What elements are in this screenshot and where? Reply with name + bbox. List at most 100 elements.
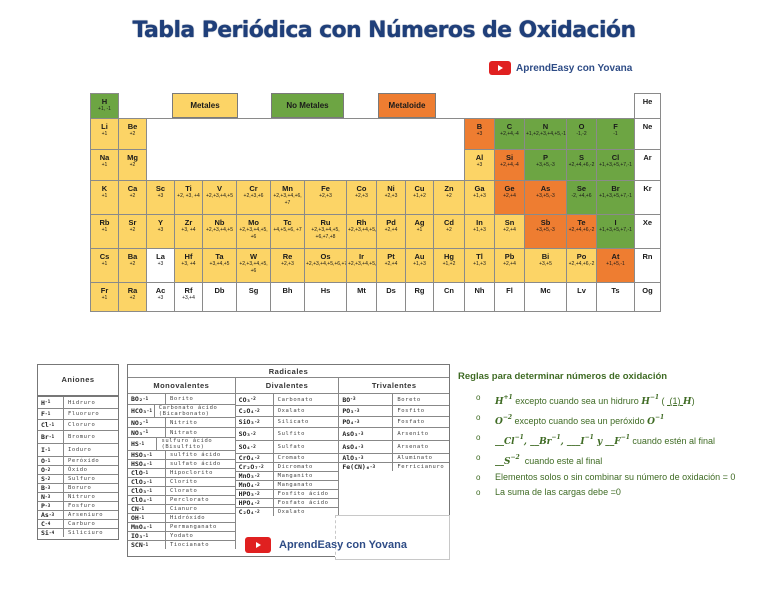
element-kr: Kr — [634, 180, 661, 215]
oxidation-states: +2,+3,+4,+6, +7 — [273, 193, 302, 206]
element-symbol: Ts — [611, 286, 620, 295]
name: Carburo — [68, 521, 96, 527]
element-li: Li +1 — [90, 118, 119, 150]
oxidation-states: +2,+4 — [384, 227, 398, 233]
rule-item: __Cl−1, __Br−1, ___I−1 y __F−1 cuando es… — [458, 431, 758, 449]
element-mo: Mo +2,+3,+4,+5, +6 — [236, 214, 271, 249]
element-rf: Rf +3,+4 — [174, 282, 203, 312]
element-symbol: Ga — [474, 184, 485, 193]
element-symbol: Kr — [643, 184, 652, 193]
table-row: SO₄ -2 Sulfato — [235, 440, 339, 453]
name: Carbonato — [277, 396, 313, 403]
oxidation-states: +2,+3,+6 — [243, 193, 264, 199]
brand-link-top[interactable]: AprendEasy con Yovana — [489, 61, 632, 75]
element-pd: Pd +2,+4 — [376, 214, 406, 249]
element-ra: Ra +2 — [118, 282, 147, 312]
element-symbol: La — [156, 252, 165, 261]
name: sulfito ácido — [170, 452, 221, 458]
name: Cloruro — [68, 422, 96, 428]
table-row: HSO₃ -1 sulfito ácido — [128, 450, 235, 459]
element-symbol: Ca — [127, 184, 138, 193]
element-bh: Bh — [270, 282, 305, 312]
element-symbol: P — [542, 153, 548, 162]
element-si: Si +2,+4,-4 — [494, 149, 525, 181]
formula: NO₃ -1 — [128, 428, 166, 437]
element-symbol: Mg — [127, 153, 138, 162]
name: Fosfato ácido — [277, 500, 329, 506]
name: Nitrato — [170, 429, 198, 436]
element-symbol: Sn — [504, 218, 515, 227]
formula: P -3 — [38, 502, 64, 510]
element-ni: Ni +2,+3 — [376, 180, 406, 215]
oxidation-states: +2,+4,+6,-2 — [568, 227, 595, 233]
brand-link-bottom[interactable]: AprendEasy con Yovana — [245, 537, 407, 553]
element-po: Po +2,+4,+6,-2 — [566, 248, 597, 283]
name: Perclorato — [170, 497, 210, 503]
element-sb: Sb +3,+5,-3 — [524, 214, 567, 249]
name: Nitrito — [170, 419, 198, 426]
oxidation-states: +2 — [129, 131, 136, 137]
rule-item: Elementos solos o sin combinar su número… — [458, 471, 758, 484]
table-row: C -4 Carburo — [38, 519, 118, 528]
element-symbol: Au — [414, 252, 425, 261]
oxidation-states: +1 — [101, 131, 108, 137]
element-br: Br +1,+3,+5,+7,-1 — [596, 180, 635, 215]
element-symbol: Po — [576, 252, 587, 261]
element-w: W +2,+3,+4,+5, +6 — [236, 248, 271, 283]
element-ir: Ir+2,+3,+4,+5,+6 — [346, 248, 377, 283]
element-ne: Ne — [634, 118, 661, 150]
element-co: Co +2,+3 — [346, 180, 377, 215]
brand-label: AprendEasy con Yovana — [516, 62, 633, 74]
rules-list: H+1 excepto cuando sea un hidruro H−1 ( … — [458, 391, 758, 499]
table-row: PO₄ -3 Fosfato — [339, 416, 449, 427]
oxidation-states: +1,+3,+5,+7,-1 — [599, 193, 632, 199]
element-symbol: Sg — [248, 286, 259, 295]
table-row: S -2 Sulfuro — [38, 474, 118, 483]
oxidation-states: +1 — [101, 261, 108, 267]
element-symbol: In — [476, 218, 483, 227]
table-row: Cl -1 Cloruro — [38, 419, 118, 430]
element-ti: Ti +2, +3, +4 — [174, 180, 203, 215]
element-symbol: Ni — [387, 184, 395, 193]
name: Yodato — [170, 533, 194, 539]
oxidation-states: +2,+3,+4,+5, +6 — [239, 227, 268, 240]
element-cl: Cl +1,+3,+5,+7,-1 — [596, 149, 635, 181]
element-tl: Tl +1,+3 — [464, 248, 495, 283]
element-ag: Ag +1 — [405, 214, 434, 249]
element-b: B +3 — [464, 118, 495, 150]
element-symbol: C — [506, 122, 513, 131]
formula: AsO₄ -3 — [339, 441, 394, 453]
element-symbol: Rb — [99, 218, 110, 227]
oxidation-states: +2 — [446, 193, 452, 199]
table-row: IO₃ -1 Yodato — [128, 531, 235, 540]
table-row: ClO₃ -1 Clorato — [128, 486, 235, 495]
name: Hidróxido — [170, 515, 206, 521]
oxidation-states: +2,+4 — [384, 261, 398, 267]
formula: Br -1 — [38, 431, 64, 443]
oxidation-states: +3, +4 — [181, 227, 196, 233]
oxidation-states: +2,+4,-4 — [500, 162, 519, 168]
formula: C₂O₄ -2 — [236, 508, 274, 516]
formula: CN -1 — [128, 505, 166, 513]
element-symbol: Rg — [414, 286, 425, 295]
table-row: NO₃ -1 Nitrato — [128, 427, 235, 437]
element-ca: Ca +2 — [118, 180, 147, 215]
table-row: Cr₂O₇ -2 Dicromato — [235, 462, 339, 471]
legend-metal: Metales — [172, 93, 238, 118]
element-nh: Nh — [464, 282, 495, 312]
element-rn: Rn — [634, 248, 661, 283]
table-row: BO -3 Boreto — [339, 394, 449, 405]
element-mn: Mn +2,+3,+4,+6, +7 — [270, 180, 305, 215]
oxidation-states: -2, +4,+6 — [571, 193, 592, 199]
formula: C₂O₄ -2 — [236, 406, 274, 416]
element-symbol: Re — [282, 252, 293, 261]
formula: PO₄ -3 — [339, 417, 394, 427]
element-symbol: Se — [576, 184, 587, 193]
element-f: F -1 — [596, 118, 635, 150]
table-row: HS -1 sulfuro ácido (Bisulfito) — [128, 437, 235, 450]
element-symbol: Zr — [184, 218, 193, 227]
element-sn: Sn +2,+4 — [494, 214, 525, 249]
element-symbol: Y — [157, 218, 163, 227]
oxidation-states: +1 — [101, 162, 108, 168]
name: sulfuro ácido (Bisulfito) — [161, 438, 213, 450]
